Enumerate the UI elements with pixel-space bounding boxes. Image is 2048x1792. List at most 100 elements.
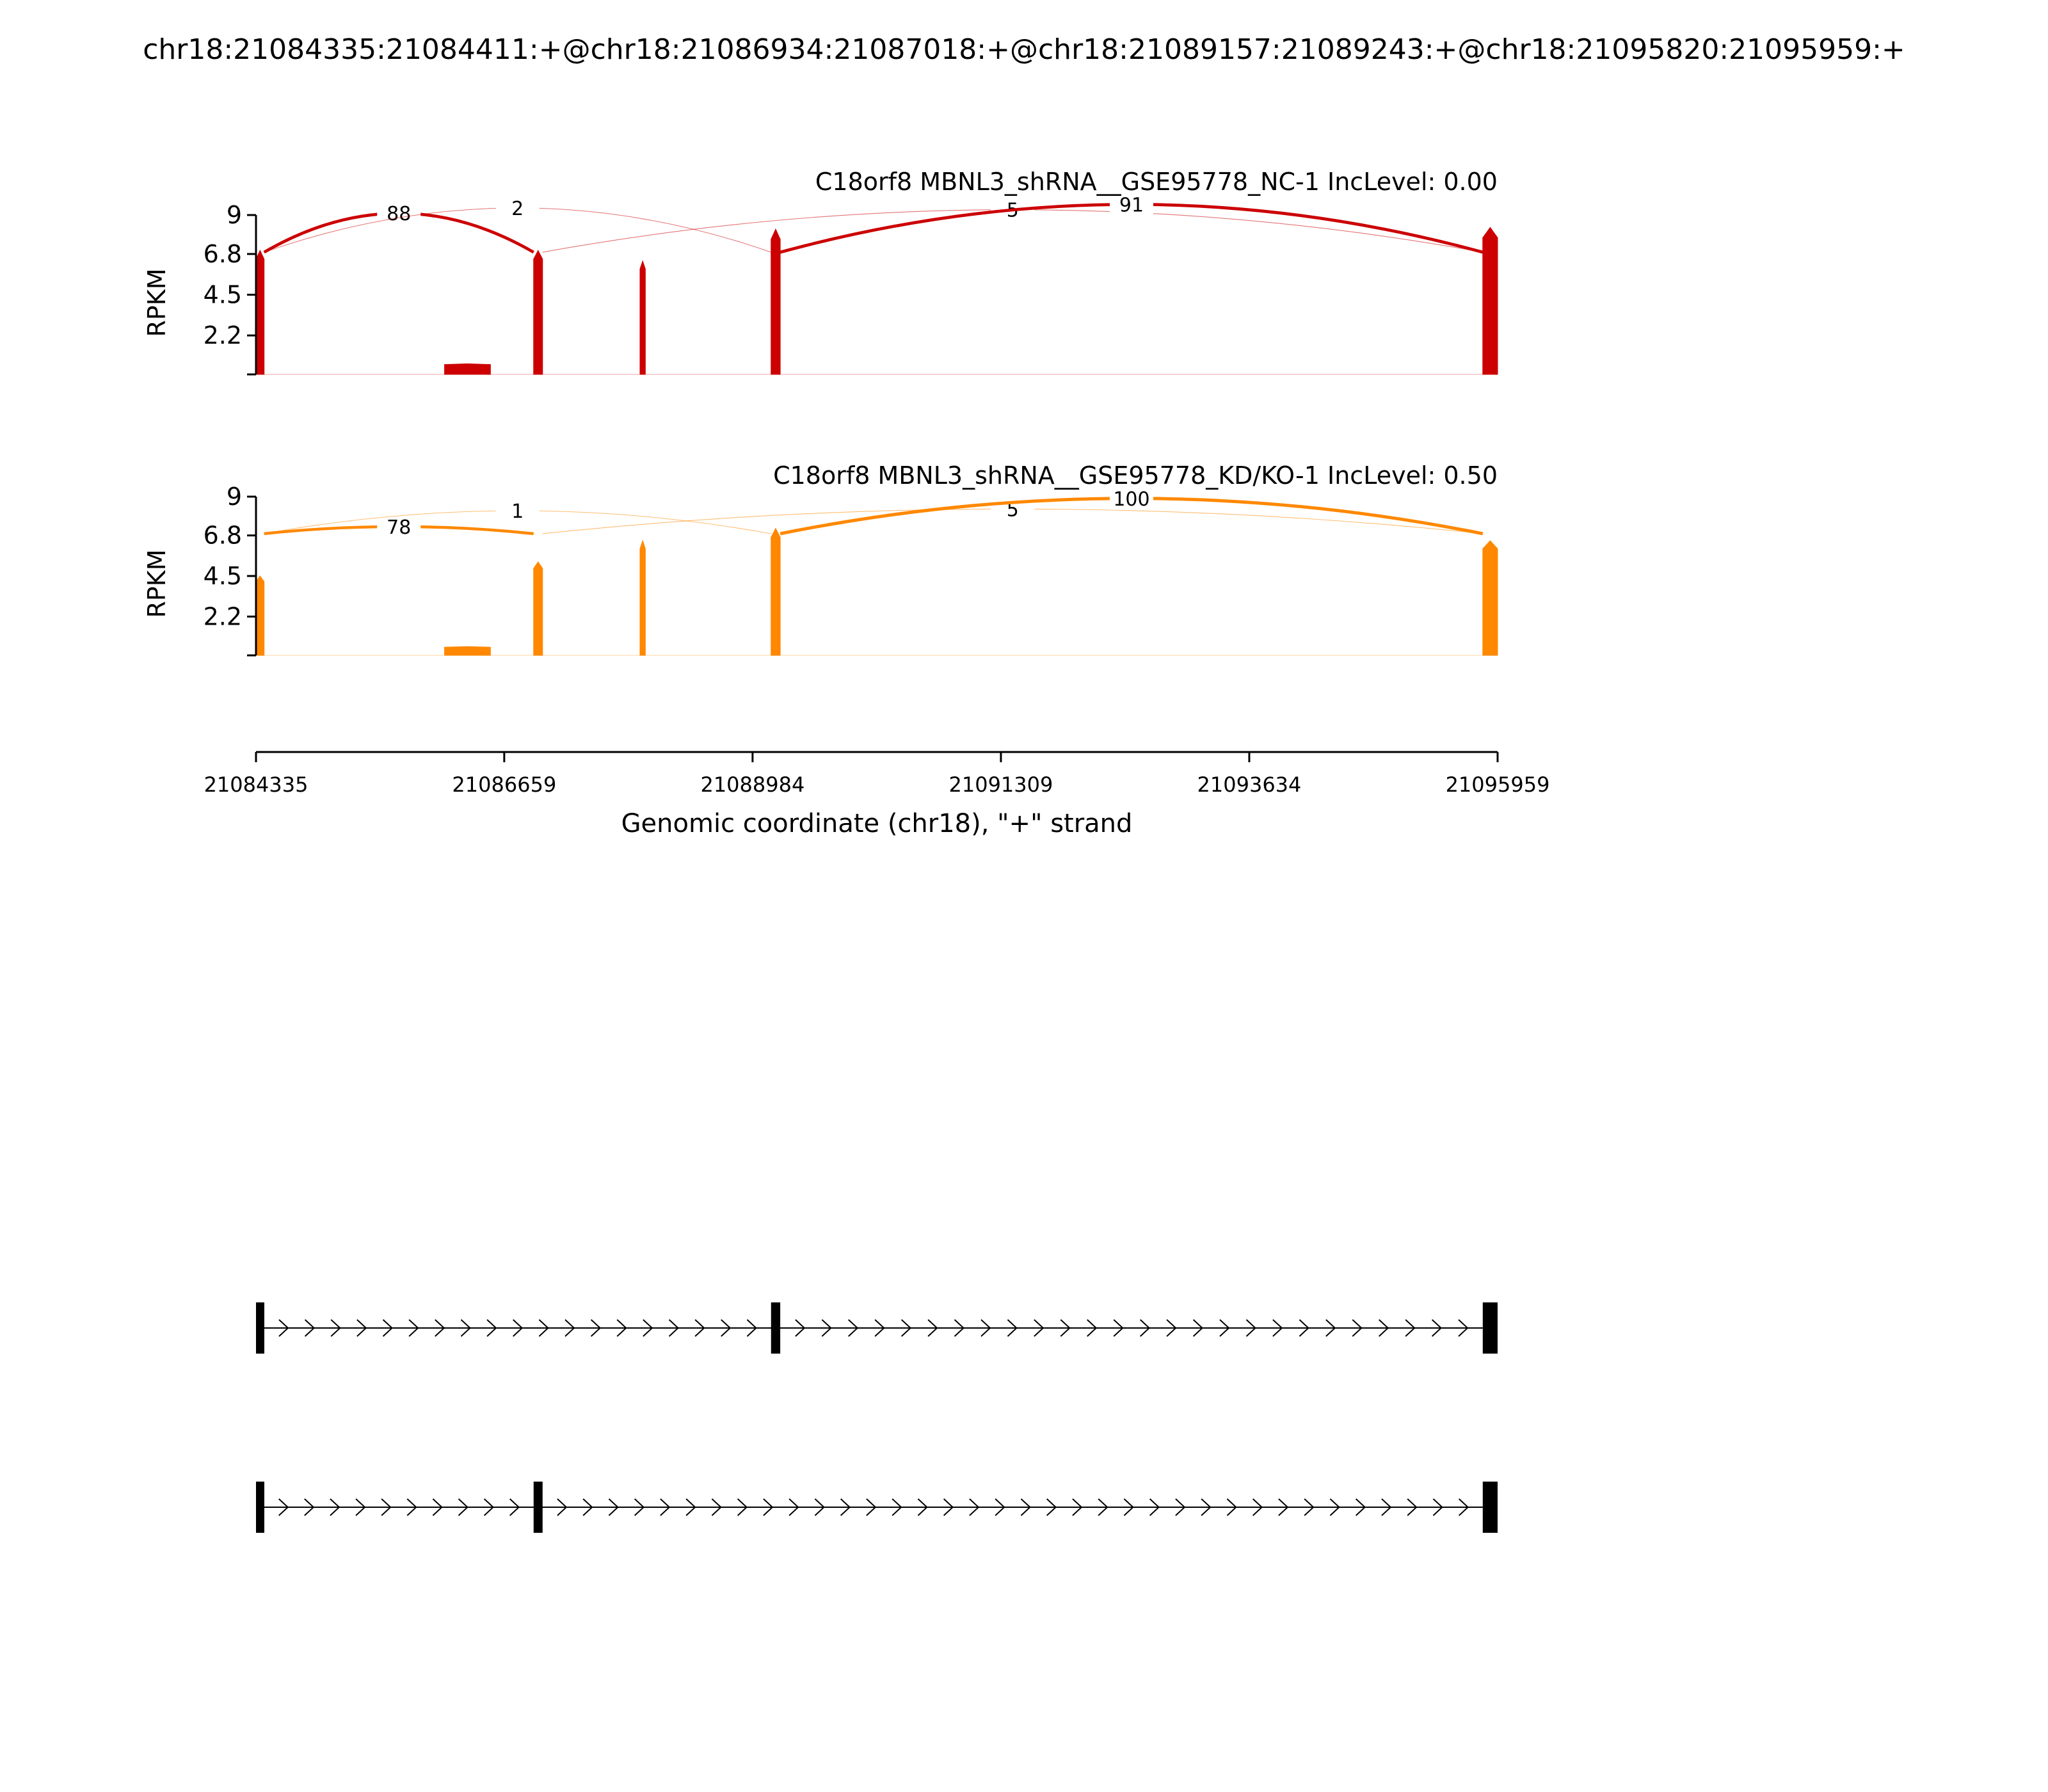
- strand-arrow: [590, 1319, 602, 1337]
- strand-arrow: [330, 1498, 340, 1516]
- y-tick-label: 6.8: [204, 522, 242, 550]
- strand-arrow: [892, 1498, 902, 1516]
- coverage-nc: [255, 227, 1498, 375]
- x-tick-label: 21084335: [204, 772, 308, 797]
- junction-label-bg: [377, 515, 421, 538]
- coverage-block: [255, 250, 265, 375]
- strand-arrow: [1299, 1319, 1309, 1337]
- isoform-model: [256, 1482, 1498, 1533]
- junction-label-bg: [1109, 193, 1153, 216]
- strand-arrow: [406, 1498, 417, 1516]
- exon-block: [1482, 1482, 1498, 1533]
- junctions-kd: 78 1 5 100: [264, 486, 1484, 539]
- junction-count-label: 5: [1007, 499, 1019, 521]
- strand-arrow: [660, 1498, 671, 1516]
- strand-arrow: [874, 1319, 885, 1337]
- isoform-models: [256, 1302, 1498, 1533]
- strand-arrow: [1325, 1319, 1336, 1337]
- coverage-block: [533, 561, 543, 656]
- strand-arrow: [1034, 1319, 1044, 1337]
- coverage-block: [1482, 540, 1498, 656]
- strand-arrow: [746, 1319, 757, 1337]
- strand-arrow: [458, 1498, 468, 1516]
- strand-arrow: [1046, 1498, 1057, 1516]
- y-tick-label: 2.2: [204, 321, 242, 349]
- coverage-block: [444, 646, 491, 656]
- y-axis-nc: 9 6.8 4.5 2.2: [204, 201, 257, 376]
- junction-label-bg: [495, 196, 540, 220]
- strand-arrow: [737, 1498, 748, 1516]
- strand-arrow: [1379, 1319, 1389, 1337]
- x-tick-label: 21091309: [948, 772, 1053, 797]
- strand-arrow: [694, 1319, 705, 1337]
- y-tick-label: 4.5: [204, 281, 242, 309]
- strand-arrow: [616, 1319, 627, 1337]
- strand-arrow: [840, 1498, 851, 1516]
- strand-arrow: [1113, 1319, 1124, 1337]
- y-axis-kd: 9 6.8 4.5 2.2: [204, 483, 257, 657]
- y-tick-label: 9: [227, 201, 242, 229]
- strand-arrow: [1329, 1498, 1340, 1516]
- strand-arrow: [1098, 1498, 1108, 1516]
- strand-arrow: [917, 1498, 928, 1516]
- exon-block: [771, 1302, 781, 1354]
- strand-arrow: [1201, 1498, 1212, 1516]
- strand-arrow: [848, 1319, 859, 1337]
- strand-arrow: [557, 1498, 568, 1516]
- junction-label-bg: [495, 499, 540, 523]
- strand-arrow: [814, 1498, 825, 1516]
- strand-arrow: [943, 1498, 954, 1516]
- strand-arrow: [763, 1498, 774, 1516]
- track-label-nc: C18orf8 MBNL3_shRNA__GSE95778_NC-1 IncLe…: [815, 168, 1498, 196]
- strand-arrow: [330, 1319, 341, 1337]
- track-label-kd: C18orf8 MBNL3_shRNA__GSE95778_KD/KO-1 In…: [773, 461, 1498, 490]
- chart-title: chr18:21084335:21084411:+@chr18:21086934…: [143, 33, 1905, 66]
- strand-arrow: [1458, 1498, 1469, 1516]
- strand-arrow: [1432, 1498, 1443, 1516]
- strand-arrow: [278, 1319, 289, 1337]
- strand-arrow: [608, 1498, 619, 1516]
- exon-block: [1482, 1302, 1498, 1354]
- coverage-block: [1482, 227, 1498, 375]
- strand-arrow: [381, 1498, 392, 1516]
- exon-block: [256, 1482, 264, 1533]
- strand-arrow: [1252, 1498, 1263, 1516]
- y-tick-label: 2.2: [204, 602, 242, 630]
- strand-arrow: [900, 1319, 912, 1337]
- strand-arrow: [1304, 1498, 1315, 1516]
- strand-arrow: [1087, 1319, 1098, 1337]
- x-tick-label: 21093634: [1197, 772, 1302, 797]
- x-tick-label: 21095959: [1446, 772, 1550, 797]
- coverage-block: [533, 250, 543, 375]
- strand-arrow: [1226, 1498, 1237, 1516]
- strand-arrow: [1405, 1319, 1416, 1337]
- junction-count-label: 88: [387, 203, 411, 225]
- strand-arrow: [432, 1498, 443, 1516]
- strand-arrow: [1278, 1498, 1289, 1516]
- x-tick-label: 21088984: [700, 772, 804, 797]
- exon-block: [256, 1302, 264, 1354]
- strand-arrow: [356, 1319, 367, 1337]
- strand-arrow: [1407, 1498, 1418, 1516]
- x-axis-label: Genomic coordinate (chr18), "+" strand: [621, 809, 1133, 838]
- strand-arrow: [509, 1498, 520, 1516]
- junction-label-bg: [1109, 486, 1153, 510]
- junction-count-label: 78: [387, 516, 411, 539]
- strand-arrow: [685, 1498, 696, 1516]
- strand-arrow: [1219, 1319, 1230, 1337]
- junctions-nc: 88 2 5 91: [263, 193, 1484, 254]
- junction-count-label: 2: [511, 198, 524, 220]
- strand-arrow: [980, 1319, 991, 1337]
- y-tick-label: 9: [227, 483, 242, 511]
- coverage-block: [255, 575, 265, 656]
- strand-arrow: [927, 1319, 938, 1337]
- strand-arrow: [1020, 1498, 1031, 1516]
- strand-arrow: [1149, 1498, 1160, 1516]
- coverage-block: [639, 260, 646, 375]
- strand-arrow: [1245, 1319, 1256, 1337]
- strand-arrow: [538, 1319, 549, 1337]
- strand-arrow: [795, 1319, 806, 1337]
- strand-arrow: [582, 1498, 593, 1516]
- strand-arrow: [1381, 1498, 1392, 1516]
